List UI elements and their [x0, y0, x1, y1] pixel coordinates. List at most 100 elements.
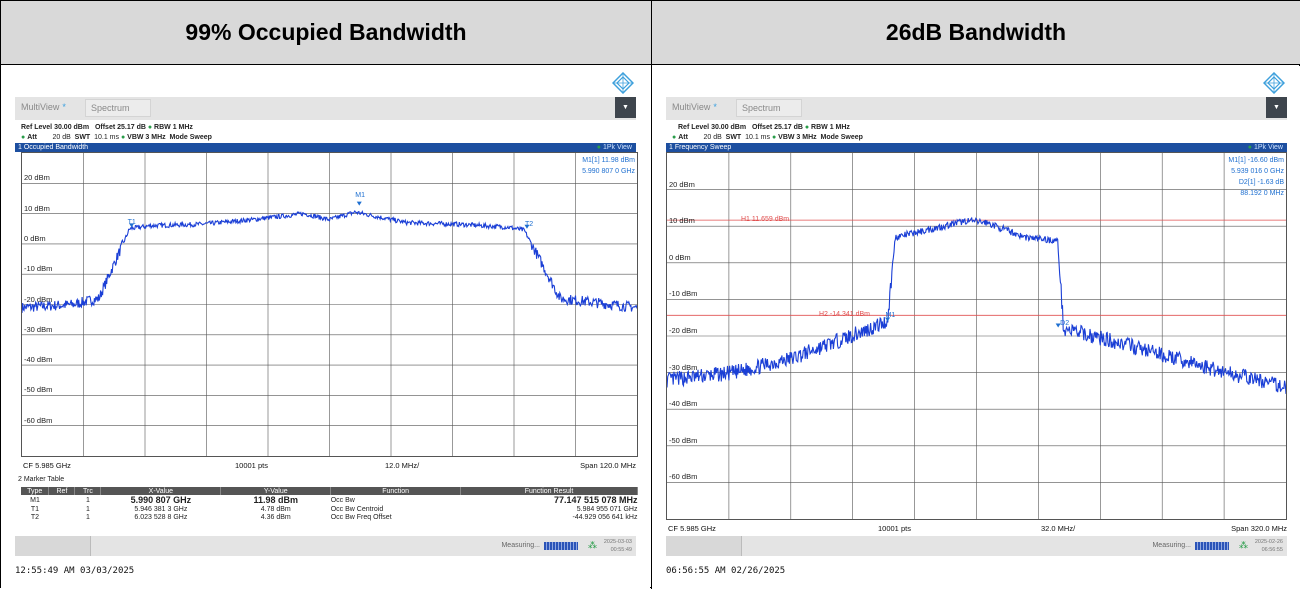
sweep-points: 10001 pts — [235, 461, 268, 470]
marker-t1[interactable] — [129, 223, 135, 228]
table-cell: 1 — [85, 496, 90, 504]
param-line-1: Ref Level 30.00 dBm Offset 25.17 dB ● RB… — [678, 124, 850, 131]
y-tick-label: -30 dBm — [24, 324, 53, 334]
right-header: 26dB Bandwidth — [652, 1, 1300, 65]
marker-label-t2: T2 — [524, 220, 534, 228]
table-cell: Occ Bw Centroid — [330, 505, 384, 513]
y-tick-label: -50 dBm — [669, 435, 698, 445]
spectrum-tab[interactable]: Spectrum — [736, 99, 802, 117]
table-cell: 1 — [85, 505, 90, 513]
marker-info-line: M1[1] 11.98 dBm — [582, 157, 635, 164]
y-tick-label: 0 dBm — [24, 233, 46, 243]
table-cell — [49, 513, 75, 521]
status-date: 2025-02-26 — [1254, 539, 1283, 545]
x-division: 12.0 MHz/ — [385, 461, 420, 470]
status-button[interactable] — [666, 536, 742, 556]
rbw: RBW 1 MHz — [811, 124, 850, 131]
param-line-1: Ref Level 30.00 dBm Offset 25.17 dB ● RB… — [21, 124, 193, 131]
left-header: 99% Occupied Bandwidth — [1, 1, 651, 65]
spectrum-svg — [667, 153, 1286, 519]
y-tick-label: 10 dBm — [24, 203, 50, 213]
table-row: T1 1 5.946 381 3 GHz 4.78 dBm Occ Bw Centroi… — [21, 505, 638, 513]
marker-table: Type Ref Trc X-Value Y-Value Function Function… — [21, 487, 638, 521]
param-line-2: ● Att 20 dB SWT 10.1 ms ● VBW 3 MHz Mode… — [21, 134, 212, 141]
window-title-bar: 1 Occupied Bandwidth ● 1Pk View — [15, 143, 636, 152]
y-tick-label: -60 dBm — [669, 472, 698, 482]
marker-label-d2: D2 — [1060, 319, 1070, 327]
status-button[interactable] — [15, 536, 91, 556]
window-title: 1 Frequency Sweep — [669, 144, 732, 151]
table-header-ref: Ref — [48, 487, 76, 495]
vbw: VBW 3 MHz — [127, 134, 166, 141]
rs-diamond-logo-icon — [1263, 72, 1285, 94]
threshold-label-h1: H1 11.659 dBm — [741, 216, 790, 224]
table-cell: Occ Bw Freq Offset — [330, 513, 392, 521]
table-cell: -44.929 056 641 kHz — [572, 513, 638, 521]
att-value: 20 dB — [52, 134, 71, 141]
table-header-function-result: Function Result — [460, 487, 638, 495]
settings-star-icon: * — [713, 102, 717, 112]
multiview-tab[interactable]: MultiView * — [21, 102, 66, 112]
y-tick-label: 10 dBm — [669, 216, 695, 226]
y-tick-label: -40 dBm — [24, 355, 53, 365]
marker-t2[interactable] — [524, 224, 530, 229]
table-cell — [49, 505, 75, 513]
y-tick-label: -50 dBm — [24, 385, 53, 395]
ref-level: Ref Level 30.00 dBm — [678, 124, 747, 131]
swt-value: 10.1 ms — [94, 134, 120, 141]
top-toolbar: MultiView * Spectrum ▼ — [15, 97, 636, 120]
table-row: T2 1 6.023 528 8 GHz 4.36 dBm Occ Bw Freq Of… — [21, 513, 638, 521]
span: Span 120.0 MHz — [580, 461, 636, 470]
param-line-2: ● Att 20 dB SWT 10.1 ms ● VBW 3 MHz Mode… — [672, 134, 863, 141]
marker-info: M1[1] -16.60 dBm 5.939 016 0 GHz D2[1] -1.… — [1228, 155, 1284, 199]
table-cell: 5.990 807 GHz — [130, 495, 192, 505]
y-tick-label: 20 dBm — [669, 179, 695, 189]
status-time: 06:56:55 — [1261, 547, 1283, 553]
multiview-tab[interactable]: MultiView * — [672, 102, 717, 112]
chevron-down-icon[interactable]: ▼ — [615, 97, 636, 118]
table-cell: 4.36 dBm — [260, 513, 291, 521]
spectrum-plot-area[interactable]: 20 dBm 10 dBm 0 dBm -10 dBm -20 dBm -30 dBm -4… — [21, 152, 638, 457]
marker-table-title: 2 Marker Table — [15, 476, 636, 486]
offset: Offset 25.17 dB — [94, 124, 146, 131]
spectrum-plot-area[interactable]: 20 dBm 10 dBm 0 dBm -10 dBm -20 dBm -30 dBm -4… — [666, 152, 1287, 520]
swt-label: SWT — [74, 134, 91, 141]
pk-view: 1Pk View — [602, 144, 632, 151]
marker-info-line: 88.192 0 MHz — [1240, 190, 1284, 197]
marker-d2[interactable] — [1055, 323, 1061, 328]
table-cell: 4.78 dBm — [260, 505, 291, 513]
network-icon: ⁂ — [1239, 540, 1248, 550]
table-cell: T2 — [30, 513, 40, 521]
y-tick-label: -20 dBm — [24, 294, 53, 304]
center-frequency: CF 5.985 GHz — [23, 461, 71, 470]
capture-timestamp: 12:55:49 AM 03/03/2025 — [15, 566, 135, 576]
left-analyzer-panel: MultiView * Spectrum ▼ Ref Level 30.00 dB… — [1, 66, 650, 588]
chevron-down-icon[interactable]: ▼ — [1266, 97, 1287, 118]
center-frequency: CF 5.985 GHz — [668, 524, 716, 533]
y-tick-label: -20 dBm — [669, 326, 698, 335]
progress-bar — [544, 542, 578, 550]
span: Span 320.0 MHz — [1231, 524, 1287, 533]
y-tick-label: 0 dBm — [669, 252, 691, 262]
marker-info-line: 5.990 807 0 GHz — [582, 168, 635, 175]
table-header-function: Function — [330, 487, 462, 495]
swt-value: 10.1 ms — [745, 134, 771, 141]
marker-label-m1: M1 — [355, 191, 365, 199]
table-cell: 11.98 dBm — [253, 495, 299, 505]
spectrum-tab[interactable]: Spectrum — [85, 99, 151, 117]
table-header-type: Type — [21, 487, 50, 495]
marker-m1[interactable] — [356, 201, 362, 206]
table-cell: 5.984 955 071 GHz — [576, 505, 638, 513]
trace-line — [22, 209, 637, 313]
capture-timestamp: 06:56:55 AM 02/26/2025 — [666, 566, 786, 576]
settings-star-icon: * — [62, 102, 66, 112]
status-time: 00:55:49 — [610, 547, 632, 553]
marker-m1[interactable] — [885, 317, 891, 322]
y-tick-label: -10 dBm — [24, 264, 53, 274]
trace-line — [667, 216, 1286, 394]
att-label: Att — [678, 134, 688, 141]
status-bar: Measuring... ⁂ 2025-02-26 06:56:55 — [666, 536, 1287, 556]
right-analyzer-panel: MultiView * Spectrum ▼ Ref Level 30.00 dB… — [652, 66, 1300, 588]
status-datetime: 2025-03-03 00:55:49 — [604, 538, 632, 554]
table-cell: 6.023 528 8 GHz — [134, 513, 188, 521]
